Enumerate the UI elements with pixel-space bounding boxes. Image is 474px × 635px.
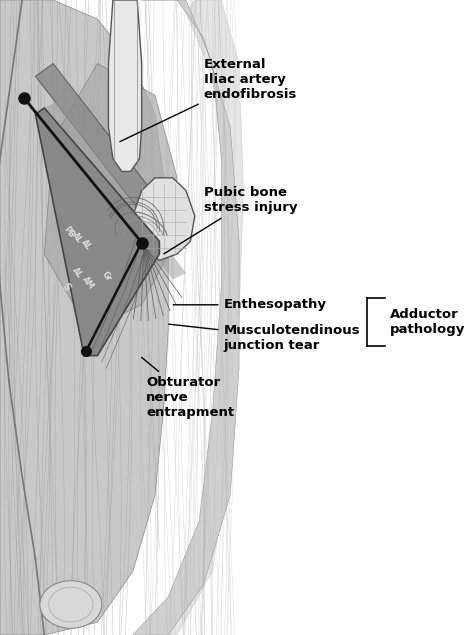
Polygon shape [133, 178, 195, 260]
Text: Obturator
nerve
entrapment: Obturator nerve entrapment [142, 358, 234, 419]
Text: Adductor
pathology: Adductor pathology [390, 308, 465, 337]
Text: AM: AM [81, 274, 96, 291]
Text: External
Iliac artery
endofibrosis: External Iliac artery endofibrosis [120, 58, 297, 142]
Text: PB: PB [62, 225, 76, 239]
Polygon shape [36, 108, 159, 356]
Polygon shape [109, 0, 142, 171]
Text: Gr: Gr [100, 269, 113, 283]
Text: Pubic bone
stress injury: Pubic bone stress injury [164, 186, 297, 254]
Text: AL: AL [71, 266, 84, 280]
Polygon shape [36, 64, 186, 254]
Text: AL: AL [80, 237, 93, 251]
Polygon shape [133, 0, 239, 635]
Text: Enthesopathy: Enthesopathy [173, 298, 327, 311]
Ellipse shape [40, 580, 102, 629]
Text: AL: AL [71, 231, 84, 245]
Polygon shape [155, 0, 244, 635]
Polygon shape [44, 102, 186, 279]
Text: Musculotendinous
junction tear: Musculotendinous junction tear [169, 324, 360, 352]
Text: S: S [59, 281, 72, 293]
Polygon shape [0, 0, 168, 635]
Polygon shape [44, 64, 177, 330]
